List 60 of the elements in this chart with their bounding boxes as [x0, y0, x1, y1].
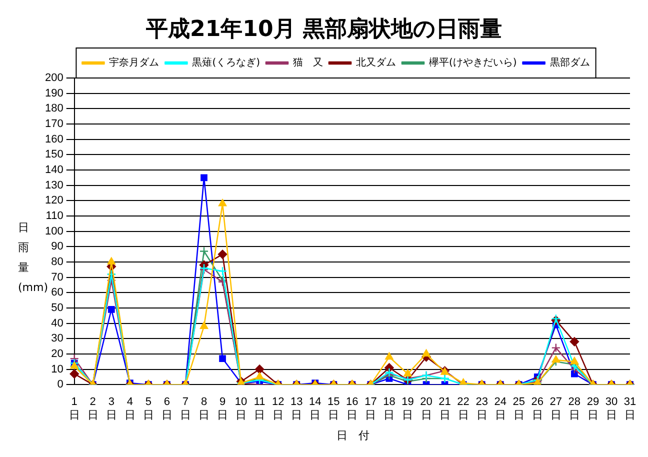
x-tick-label: 10日	[234, 396, 248, 422]
y-tick-label: 100	[44, 225, 64, 238]
x-tick-label: 4日	[124, 396, 136, 422]
y-tick-label: 80	[51, 256, 64, 268]
x-tick-label: 5日	[142, 396, 154, 422]
x-tick-label: 18日	[383, 396, 396, 422]
legend-label: 宇奈月ダム	[109, 56, 160, 69]
x-tick-label: 27日	[550, 396, 562, 422]
x-tick-label: 3日	[106, 396, 117, 422]
x-tick-label: 9日	[217, 396, 228, 422]
y-tick-label: 30	[51, 332, 64, 345]
x-tick-label: 17日	[364, 396, 377, 422]
x-axis-title: 日 付	[336, 428, 370, 443]
x-tick-label: 22日	[457, 396, 470, 422]
x-tick-label: 8日	[198, 396, 210, 422]
legend-label: 北又ダム	[356, 56, 396, 69]
y-tick-label: 120	[44, 194, 64, 207]
y-tick-label: 110	[46, 210, 64, 222]
legend-label: 欅平(けやきだいら)	[429, 56, 517, 69]
x-tick-label: 25日	[512, 396, 525, 422]
x-tick-label: 20日	[420, 396, 432, 422]
y-tick-label: 40	[51, 317, 64, 330]
x-tick-label: 29日	[586, 396, 600, 422]
x-tick-label: 6日	[161, 396, 172, 422]
y-tick-label: 60	[51, 286, 64, 299]
x-tick-label: 12日	[272, 396, 284, 422]
x-tick-label: 26日	[531, 396, 544, 422]
y-tick-label: 190	[44, 87, 64, 100]
y-tick-label: 10	[51, 363, 64, 376]
x-tick-label: 19日	[402, 396, 414, 422]
legend-label: 黒薙(くろなぎ)	[192, 56, 260, 69]
x-tick-label: 1日	[68, 396, 80, 422]
x-tick-label: 30日	[605, 396, 618, 422]
legend-label: 黒部ダム	[550, 56, 590, 69]
y-tick-label: 150	[44, 148, 64, 161]
legend-label: 猫 又	[293, 58, 323, 69]
y-tick-label: 130	[44, 179, 64, 192]
x-tick-label: 13日	[290, 396, 303, 422]
y-tick-label: 90	[51, 240, 64, 253]
x-tick-label: 2日	[87, 396, 98, 422]
y-tick-label: 0	[57, 378, 64, 391]
chart-title: 平成21年10月 黒部扇状地の日雨量	[145, 16, 503, 44]
y-tick-label: 180	[44, 102, 64, 115]
x-tick-label: 24日	[494, 396, 506, 422]
x-tick-label: 11日	[254, 396, 266, 422]
x-tick-label: 31日	[624, 396, 636, 422]
y-tick-label: 140	[44, 164, 64, 176]
y-tick-label: 170	[44, 118, 64, 130]
x-tick-label: 16日	[346, 396, 358, 422]
x-tick-label: 28日	[568, 396, 581, 422]
x-tick-label: 21日	[438, 396, 451, 422]
x-tick-label: 14日	[309, 396, 322, 422]
y-tick-label: 70	[51, 271, 64, 284]
y-tick-label: 200	[44, 72, 64, 84]
y-tick-label: 160	[44, 133, 64, 146]
y-tick-label: 20	[51, 348, 64, 360]
x-tick-label: 23日	[476, 396, 488, 422]
y-tick-label: 50	[51, 302, 64, 314]
x-tick-label: 7日	[180, 396, 191, 422]
x-tick-label: 15日	[328, 396, 340, 422]
